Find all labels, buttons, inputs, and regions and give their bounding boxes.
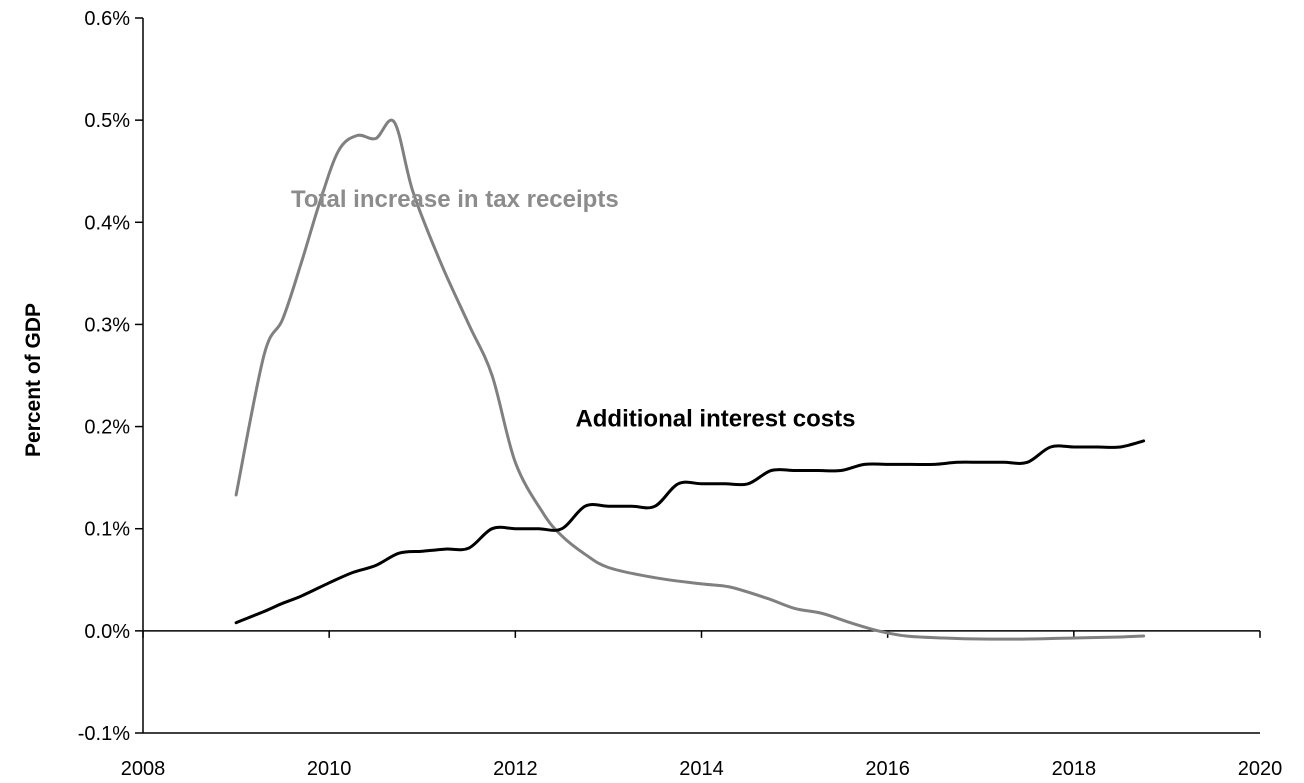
interest-costs-label: Additional interest costs — [575, 406, 855, 433]
y-tick-label: 0.4% — [84, 212, 130, 234]
axis-ticks: -0.1% 0.0% 0.1% 0.2% 0.3% 0.4% 0.5% 0.6% 2008 201… — [78, 8, 1283, 780]
y-tick-label: -0.1% — [78, 723, 130, 745]
tax-receipts-line — [234, 118, 1146, 641]
interest-costs-line — [234, 439, 1146, 625]
series-lines — [234, 118, 1146, 641]
x-tick-label: 2020 — [1238, 758, 1283, 780]
x-tick-label: 2016 — [865, 758, 910, 780]
y-tick-label: 0.2% — [84, 417, 130, 439]
y-axis-label: Percent of GDP — [22, 303, 45, 457]
x-tick-label: 2014 — [679, 758, 724, 780]
y-tick-label: 0.5% — [84, 110, 130, 132]
x-tick-label: 2010 — [307, 758, 352, 780]
y-tick-label: 0.6% — [84, 8, 130, 30]
x-tick-label: 2012 — [493, 758, 538, 780]
series-annotations: Total increase in tax receipts Additional… — [291, 186, 856, 433]
y-tick-label: 0.3% — [84, 314, 130, 336]
y-tick-label: 0.1% — [84, 519, 130, 541]
axes — [142, 18, 1260, 734]
x-tick-label: 2018 — [1052, 758, 1097, 780]
x-tick-label: 2008 — [121, 758, 166, 780]
y-tick-label: 0.0% — [84, 621, 130, 643]
tax-receipts-label: Total increase in tax receipts — [291, 186, 619, 213]
